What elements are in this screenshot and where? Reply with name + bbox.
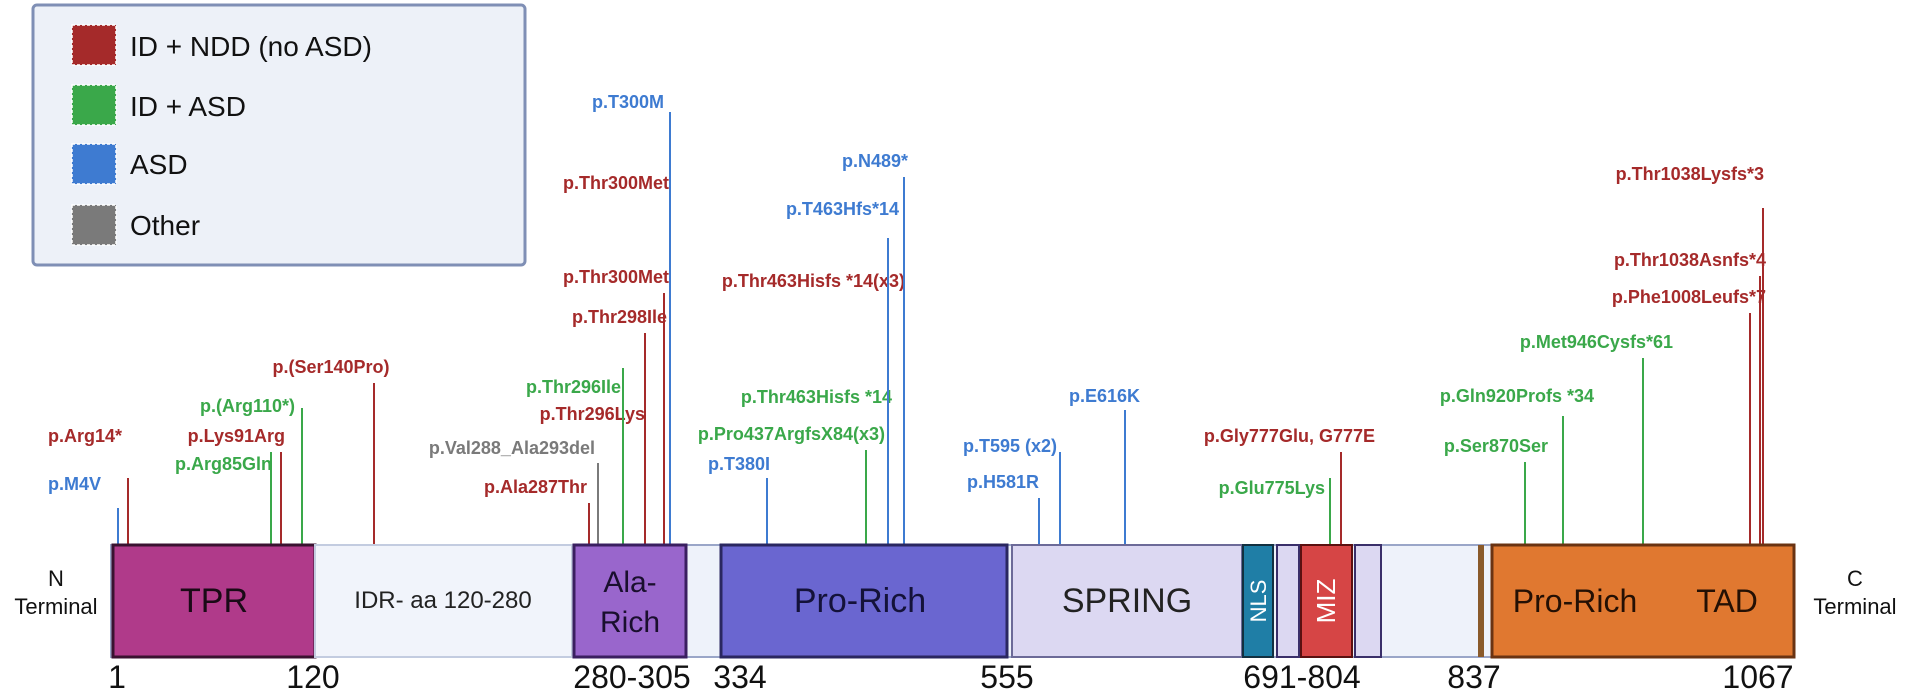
- domain-idr-label: IDR- aa 120-280: [354, 587, 531, 614]
- domain-ala-rich: Ala- Rich: [572, 543, 688, 659]
- domain-pro-rich: Pro-Rich: [719, 543, 1009, 659]
- c-terminal-label-1: C: [1847, 566, 1863, 591]
- position-label: 334: [713, 659, 766, 695]
- legend-item-id-ndd: ID + NDD (no ASD): [71, 24, 372, 66]
- domain-prorich-tad-box: [1490, 543, 1796, 659]
- variant-label: p.Thr298Ile: [572, 307, 667, 327]
- variant-label: p.Thr296Ile: [526, 377, 621, 397]
- legend-label-asd: ASD: [130, 149, 188, 180]
- variant-label: p.T380I: [708, 454, 770, 474]
- legend-label-other: Other: [130, 210, 200, 241]
- variant-label: p.Ala287Thr: [484, 477, 587, 497]
- variant-label: p.Gly777Glu, G777E: [1204, 426, 1375, 446]
- domain-miz: MIZ: [1300, 544, 1353, 658]
- variant-label: p.E616K: [1069, 386, 1140, 406]
- domain-miz-label: MIZ: [1311, 579, 1341, 624]
- domain-idr: IDR- aa 120-280: [314, 544, 573, 658]
- position-label: 1067: [1722, 659, 1793, 695]
- variant-label: p.Thr300Met: [563, 267, 669, 287]
- variant-layer: p.M4V p.Arg14* p.Arg85Gln p.Lys91Arg p.(Arg1…: [48, 92, 1766, 545]
- variant-label: p.Lys91Arg: [188, 426, 285, 446]
- variant-label: p.T463Hfs*14: [786, 199, 899, 219]
- variant-label: p.(Ser140Pro): [272, 357, 389, 377]
- position-label: 1: [108, 659, 126, 695]
- domain-miz-box: [1300, 544, 1353, 658]
- domain-linker-box-2: [1354, 544, 1382, 658]
- variant-label: p.Val288_Ala293del: [429, 438, 595, 458]
- variant-label: p.Glu775Lys: [1219, 478, 1325, 498]
- domain-spring-label: SPRING: [1062, 582, 1192, 620]
- legend: ID + NDD (no ASD) ID + ASD ASD Other: [31, 3, 527, 267]
- variant-label: p.H581R: [967, 472, 1039, 492]
- variant-label: p.Thr300Met: [563, 173, 669, 193]
- variant-label: p.Arg85Gln: [175, 454, 272, 474]
- legend-box: [31, 3, 527, 267]
- legend-swatch-id-ndd: [71, 24, 117, 66]
- legend-swatch-id-asd: [71, 84, 117, 126]
- legend-label-id-ndd: ID + NDD (no ASD): [130, 31, 372, 62]
- variant-label: p.T300M: [592, 92, 664, 112]
- domain-nls-label: NLS: [1246, 580, 1271, 623]
- domain-tpr-label: TPR: [180, 582, 248, 620]
- domain-boundary-mark: [1478, 545, 1484, 657]
- legend-swatch-asd: [71, 143, 117, 185]
- variant-label: p.Thr296Lys: [540, 404, 645, 424]
- variant-label: p.Met946Cysfs*61: [1520, 332, 1673, 352]
- variant-label: p.Arg14*: [48, 426, 122, 446]
- domain-prorich-tad: Pro-Rich TAD: [1490, 543, 1796, 659]
- position-label: 837: [1447, 659, 1500, 695]
- variant-label: p.T595 (x2): [963, 436, 1057, 456]
- domain-pro-rich-label: Pro-Rich: [794, 582, 926, 620]
- variant-label: p.Thr463Hisfs *14(x3): [722, 271, 905, 291]
- legend-item-asd: ASD: [71, 143, 188, 185]
- domain-nls-box: [1242, 544, 1274, 658]
- n-terminal-label-2: Terminal: [14, 594, 97, 619]
- domain-tpr: TPR: [111, 543, 317, 659]
- c-terminal-label-2: Terminal: [1813, 594, 1896, 619]
- variant-label: p.Thr1038Lysfs*3: [1616, 164, 1764, 184]
- legend-swatch-other: [71, 204, 117, 246]
- position-ticks: 1 120 280-305 334 555 691-804 837 1067: [108, 659, 1793, 695]
- domain-idr-box: [314, 544, 573, 658]
- domain-ala-rich-label-2: Rich: [600, 606, 660, 639]
- n-terminal-label-1: N: [48, 566, 64, 591]
- position-label: 555: [980, 659, 1033, 695]
- domain-ala-rich-label-1: Ala-: [603, 566, 656, 599]
- domain-spring: SPRING: [1011, 544, 1243, 658]
- variant-label: p.Thr463Hisfs *14: [741, 387, 892, 407]
- position-label: 280-305: [573, 659, 690, 695]
- domain-nls: NLS: [1242, 544, 1274, 658]
- variant-label: p.Gln920Profs *34: [1440, 386, 1594, 406]
- legend-item-id-asd: ID + ASD: [71, 84, 246, 126]
- variant-label: p.Pro437ArgfsX84(x3): [698, 424, 885, 444]
- domain-ala-rich-box: [572, 543, 688, 659]
- variant-label: p.Thr1038Asnfs*4: [1614, 250, 1766, 270]
- position-label: 120: [286, 659, 339, 695]
- variant-label: p.Phe1008Leufs*7: [1612, 287, 1766, 307]
- domain-pro-rich-box: [719, 543, 1009, 659]
- variant-label: p.(Arg110*): [200, 396, 295, 416]
- legend-label-id-asd: ID + ASD: [130, 91, 246, 122]
- variant-label: p.N489*: [842, 151, 908, 171]
- variant-label: p.M4V: [48, 474, 101, 494]
- variant-label: p.Ser870Ser: [1444, 436, 1548, 456]
- domain-linker-box: [1276, 544, 1300, 658]
- position-label: 691-804: [1243, 659, 1360, 695]
- domains: TPR IDR- aa 120-280 Ala- Rich Pro-Rich S…: [111, 543, 1796, 659]
- domain-tad-label: TAD: [1696, 583, 1758, 619]
- legend-item-other: Other: [71, 204, 200, 246]
- domain-prorich-label: Pro-Rich: [1513, 583, 1637, 619]
